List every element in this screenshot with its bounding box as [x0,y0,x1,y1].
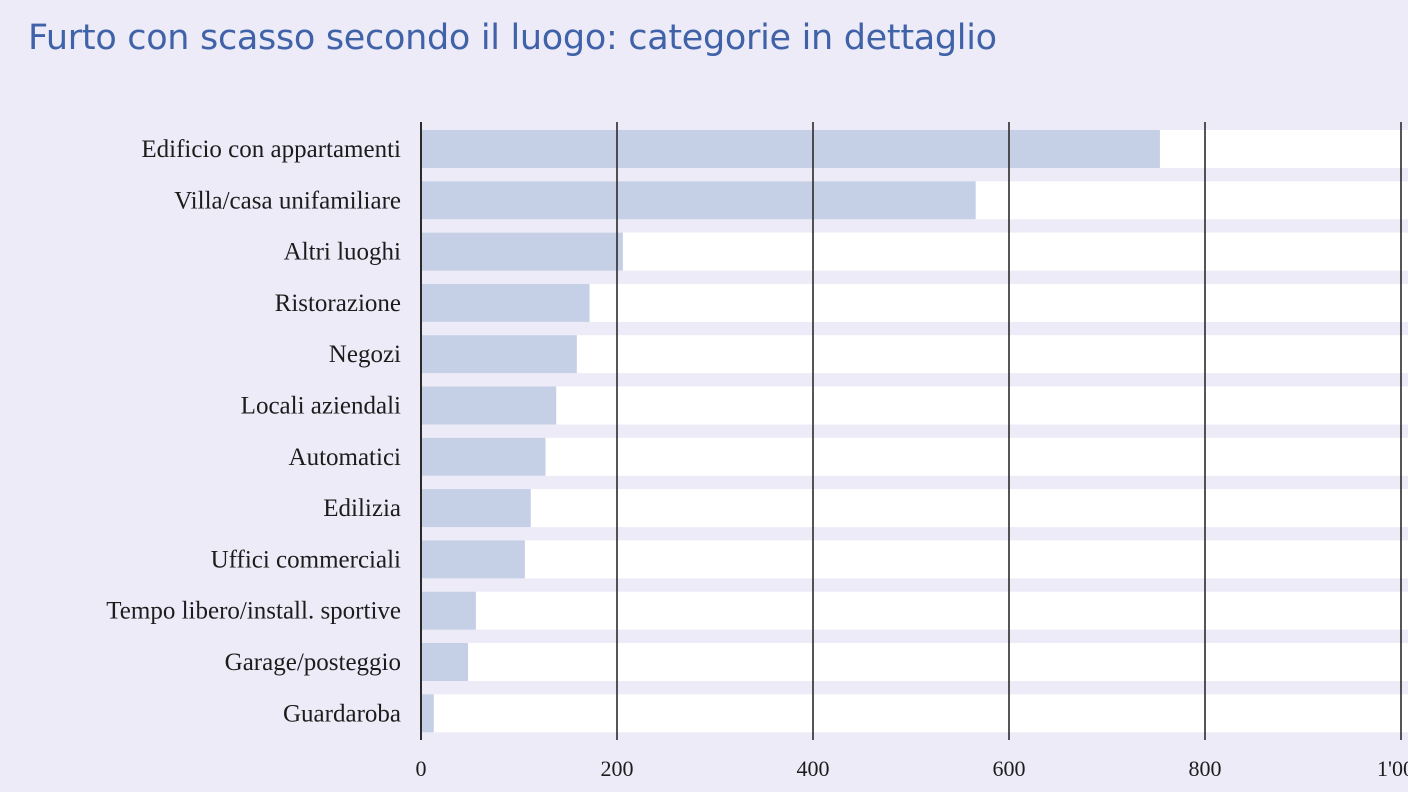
bar-track [421,540,1408,579]
bar-track [421,591,1408,630]
category-label: Locali aziendali [241,393,401,420]
category-label: Tempo libero/install. sportive [106,598,401,625]
bar-track [421,643,1408,681]
x-tick-label: 800 [1189,756,1222,781]
category-label: Edificio con appartamenti [141,136,401,163]
bar-track [421,437,1408,476]
category-label: Villa/casa unifamiliare [174,187,401,214]
category-label: Ristorazione [275,290,401,317]
x-tick-label: 600 [993,756,1026,781]
category-label: Uffici commerciali [211,546,401,573]
bar [421,437,546,476]
category-label: Garage/posteggio [225,649,401,676]
bar [421,283,590,322]
category-label: Edilizia [323,495,401,522]
category-label: Altri luoghi [284,239,401,266]
bar [421,386,557,425]
bar-track [421,489,1408,528]
bar-track [421,386,1408,425]
bar [421,489,531,528]
bar [421,643,469,681]
bar [421,540,525,579]
category-label: Negozi [329,341,401,368]
bar [421,232,623,271]
bar [421,335,577,374]
category-label: Guardaroba [283,700,401,727]
category-label: Automatici [289,444,402,471]
bar [421,591,476,630]
bar-track [421,694,1408,733]
x-tick-label: 400 [797,756,830,781]
bar [421,130,1160,168]
bar [421,694,434,733]
bar [421,181,976,220]
x-tick-label: 0 [416,756,427,781]
x-tick-label: 200 [601,756,634,781]
x-tick-label: 1'000 [1377,756,1408,781]
bar-track [421,335,1408,374]
chart-title: Furto con scasso secondo il luogo: categ… [28,18,997,58]
